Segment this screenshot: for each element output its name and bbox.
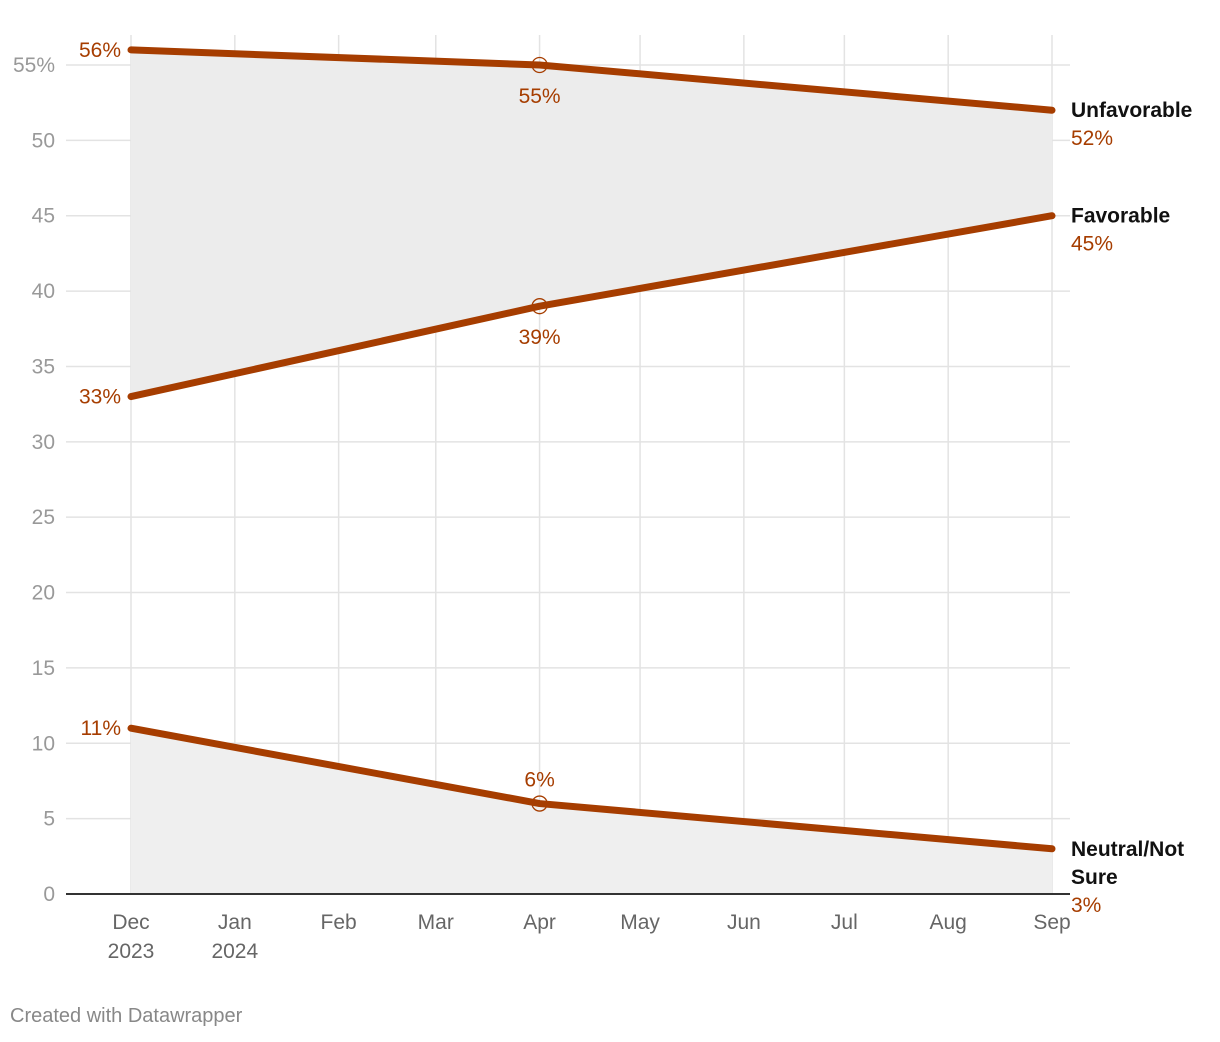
series-line bbox=[127, 46, 1056, 114]
x-tick-label: Apr bbox=[523, 911, 556, 934]
x-tick-label: Feb bbox=[321, 911, 357, 934]
y-tick-label: 30 bbox=[32, 431, 55, 454]
data-labels: 56% 55% 33% 39% 11% 6% bbox=[79, 39, 561, 792]
data-label: 55% bbox=[519, 85, 561, 108]
y-tick-label: 40 bbox=[32, 280, 55, 303]
series-line bbox=[127, 212, 1056, 401]
data-label: 39% bbox=[519, 326, 561, 349]
y-tick-label: 45 bbox=[32, 205, 55, 228]
y-tick-label: 35 bbox=[32, 355, 55, 378]
series-names: Unfavorable 52% Favorable 45% Neutral/Not Sur… bbox=[1071, 99, 1192, 917]
gap-area bbox=[131, 49, 1052, 397]
x-tick-label: Jun bbox=[727, 911, 761, 934]
point-markers bbox=[531, 56, 548, 812]
x-tick-year-label: 2024 bbox=[211, 940, 258, 963]
series-line bbox=[127, 724, 1056, 853]
data-label: 33% bbox=[79, 386, 121, 409]
series-name-label: Favorable bbox=[1071, 205, 1170, 228]
end-value-label: 45% bbox=[1071, 233, 1113, 256]
x-tick-year-label: 2023 bbox=[108, 940, 155, 963]
series-lines bbox=[127, 46, 1056, 853]
x-axis-ticks: Dec 2023 Jan 2024 Feb Mar Apr May Jun Jul Aug Sep bbox=[108, 911, 1071, 963]
point-marker bbox=[531, 56, 548, 74]
x-tick-label: May bbox=[620, 911, 660, 934]
x-tick-label: Sep bbox=[1033, 911, 1070, 934]
series-name-label: Neutral/Not bbox=[1071, 838, 1184, 861]
y-tick-label: 25 bbox=[32, 506, 55, 529]
x-tick-label: Aug bbox=[929, 911, 966, 934]
y-axis-ticks: 0 5 10 15 20 25 30 35 40 45 50 55% bbox=[13, 54, 55, 906]
credit-text: Created with Datawrapper bbox=[10, 1005, 243, 1027]
y-tick-label: 15 bbox=[32, 657, 55, 680]
series-name-label: Sure bbox=[1071, 866, 1118, 889]
series-name-label: Unfavorable bbox=[1071, 99, 1192, 122]
point-marker bbox=[531, 795, 548, 812]
data-label: 6% bbox=[524, 769, 554, 792]
x-tick-label: Mar bbox=[418, 911, 454, 934]
x-tick-label: Jul bbox=[831, 911, 858, 934]
y-tick-label: 0 bbox=[43, 883, 55, 906]
point-marker bbox=[531, 298, 548, 315]
line-chart: 0 5 10 15 20 25 30 35 40 45 50 55% Dec 2023 Jan 2024 Fe… bbox=[13, 35, 1192, 963]
data-label: 56% bbox=[79, 39, 121, 62]
x-tick-label: Jan bbox=[218, 911, 252, 934]
x-tick-label: Dec bbox=[112, 911, 149, 934]
y-tick-label: 20 bbox=[32, 582, 55, 605]
data-label: 11% bbox=[81, 717, 121, 740]
y-tick-label: 50 bbox=[32, 129, 55, 152]
end-value-label: 3% bbox=[1071, 894, 1101, 917]
y-tick-label: 5 bbox=[43, 808, 55, 831]
y-tick-label: 10 bbox=[32, 732, 55, 755]
end-value-label: 52% bbox=[1071, 127, 1113, 150]
shaded-areas bbox=[131, 49, 1052, 894]
y-tick-label: 55% bbox=[13, 54, 55, 77]
